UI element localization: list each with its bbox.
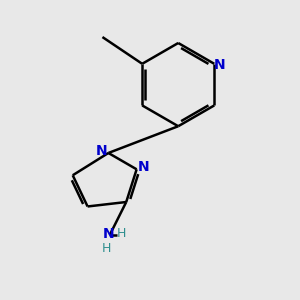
Text: N: N [103, 227, 114, 241]
Text: N: N [96, 144, 108, 158]
Text: H: H [102, 242, 112, 255]
Text: N: N [214, 58, 225, 72]
Text: N: N [137, 160, 149, 174]
Text: H: H [117, 227, 127, 240]
